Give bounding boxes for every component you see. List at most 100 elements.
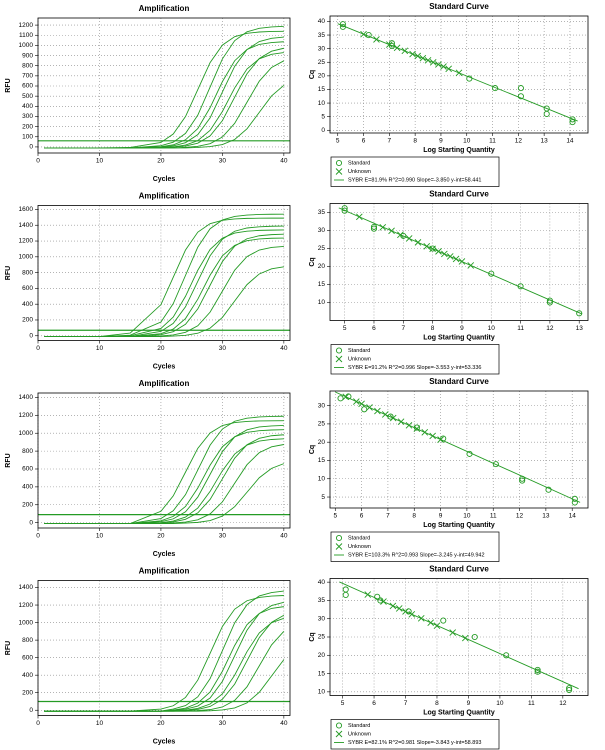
y-tick-label: 30 [318, 227, 326, 234]
plot-border [37, 205, 291, 341]
x-tick-label: 6 [362, 138, 366, 145]
y-tick-label: 1600 [19, 206, 34, 213]
legend-symbol [335, 347, 343, 354]
y-tick-label: 500 [22, 93, 33, 100]
x-tick-label: 20 [157, 158, 165, 165]
standard-point [569, 116, 576, 123]
standard-point [569, 119, 576, 126]
chart-title: Amplification [139, 192, 190, 201]
y-tick-label: 15 [318, 86, 326, 93]
x-tick-label: 6 [360, 513, 364, 520]
x-tick-label: 10 [96, 720, 104, 727]
fit-line [335, 391, 581, 503]
x-axis-label: Log Starting Quantity [423, 709, 495, 716]
x-tick-label: 7 [388, 138, 392, 145]
x-tick-label: 13 [541, 138, 549, 145]
y-tick-label: 10 [318, 299, 326, 306]
legend-label: SYBR E=91.2% R^2=0.996 Slope=-3.553 y-in… [348, 365, 481, 371]
y-tick-label: 400 [22, 103, 33, 110]
x-tick-label: 10 [96, 345, 104, 352]
x-tick-label: 5 [341, 700, 345, 707]
x-tick-label: 8 [431, 325, 435, 332]
plot-border [329, 203, 589, 321]
y-tick-label: 30 [318, 45, 326, 52]
standard-point [576, 310, 583, 317]
y-tick-label: 1400 [19, 584, 34, 591]
x-axis-label: Cycles [153, 738, 176, 745]
legend-box [330, 156, 500, 187]
standard-point [492, 461, 499, 468]
x-tick-label: 11 [490, 513, 497, 520]
y-tick-label: 400 [22, 301, 33, 308]
y-tick-label: 0 [321, 127, 325, 134]
legend-symbol [335, 159, 343, 167]
x-axis-label: Cycles [153, 363, 176, 370]
y-axis-label: RFU [5, 78, 12, 92]
x-tick-label: 11 [517, 325, 524, 332]
standard-point [566, 686, 573, 694]
y-axis-label: RFU [5, 641, 12, 655]
y-axis-label: Cq [309, 257, 316, 266]
plot-border [37, 17, 291, 154]
legend-label: SYBR E=103.3% R^2=0.993 Slope=-3.245 y-i… [348, 552, 485, 558]
chart-title: Standard Curve [429, 565, 489, 574]
standard-point [339, 21, 346, 28]
y-tick-label: 1400 [19, 394, 34, 401]
y-tick-label: 800 [22, 637, 33, 644]
x-tick-label: 40 [280, 720, 288, 727]
plot-border [37, 580, 291, 716]
y-tick-label: 0 [29, 519, 33, 526]
x-tick-label: 40 [280, 533, 288, 540]
x-tick-label: 0 [36, 345, 40, 352]
x-tick-label: 0 [36, 158, 40, 165]
x-tick-label: 30 [219, 720, 227, 727]
standard-point [517, 93, 524, 100]
legend-label: SYBR E=81.9% R^2=0.990 Slope=-3.850 y-in… [348, 177, 481, 183]
x-tick-label: 6 [372, 700, 376, 707]
chart-title: Amplification [139, 567, 190, 576]
x-tick-label: 7 [386, 513, 390, 520]
legend-box [330, 344, 500, 375]
standard-point [534, 666, 541, 673]
x-tick-label: 8 [412, 513, 416, 520]
y-tick-label: 200 [22, 123, 33, 130]
y-tick-label: 5 [321, 494, 325, 501]
x-axis-label: Log Starting Quantity [423, 334, 495, 341]
plot-border [329, 390, 589, 509]
legend-label: Unknown [348, 356, 371, 362]
y-tick-label: 10 [318, 689, 326, 696]
x-tick-label: 12 [559, 700, 567, 707]
y-tick-label: 100 [22, 133, 33, 140]
plot-area [38, 18, 290, 153]
plot-marks [339, 581, 579, 694]
plot-border [37, 392, 291, 529]
x-tick-label: 10 [96, 158, 104, 165]
y-tick-label: 10 [318, 475, 326, 482]
plot-marks [38, 415, 290, 524]
x-tick-label: 30 [219, 345, 227, 352]
y-tick-label: 1200 [19, 602, 34, 609]
x-tick-label: 12 [515, 138, 523, 145]
y-tick-label: 40 [318, 18, 326, 25]
x-tick-label: 10 [463, 513, 471, 520]
standard-point [400, 232, 407, 239]
plot-marks [335, 391, 581, 506]
y-tick-label: 35 [318, 32, 326, 39]
y-tick-label: 20 [318, 73, 326, 80]
y-tick-label: 1100 [19, 32, 33, 39]
plot-marks [337, 21, 578, 126]
y-tick-label: 1200 [19, 238, 34, 245]
x-axis-label: Cycles [153, 551, 176, 558]
y-tick-label: 600 [22, 83, 33, 90]
x-tick-label: 30 [219, 158, 227, 165]
legend-symbol [335, 722, 343, 729]
y-axis-label: RFU [5, 266, 12, 280]
y-tick-label: 15 [318, 281, 326, 288]
y-tick-label: 20 [318, 652, 326, 659]
y-tick-label: 1000 [19, 619, 34, 626]
plot-area [330, 16, 588, 133]
legend-label: Unknown [348, 731, 371, 737]
y-tick-label: 20 [318, 263, 326, 270]
legend-label: Standard [348, 348, 370, 354]
standard-point [519, 477, 526, 484]
